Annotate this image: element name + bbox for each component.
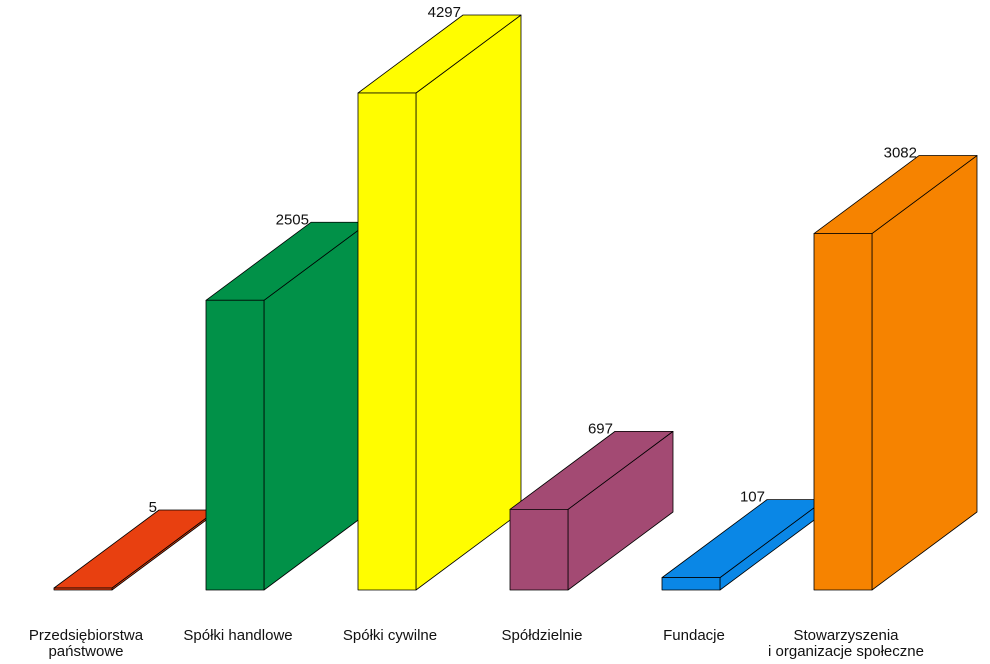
bar-front-face bbox=[357, 92, 417, 591]
bar-2 bbox=[205, 221, 370, 591]
category-label: Spółdzielnie bbox=[502, 627, 583, 644]
bar-4 bbox=[509, 430, 674, 591]
bar-front-face bbox=[661, 577, 721, 591]
category-label: Stowarzyszenia i organizacje społeczne bbox=[768, 627, 924, 660]
value-label: 697 bbox=[588, 420, 613, 437]
value-label: 3082 bbox=[884, 145, 917, 162]
bar-top-face bbox=[53, 509, 218, 589]
bar-1 bbox=[53, 509, 218, 591]
value-label: 2505 bbox=[276, 211, 309, 228]
bar-front-face bbox=[813, 233, 873, 591]
bar-3 bbox=[357, 14, 522, 591]
bar-front-face bbox=[53, 587, 113, 591]
value-label: 4297 bbox=[428, 4, 461, 21]
value-label: 107 bbox=[740, 489, 765, 506]
category-label: Spółki handlowe bbox=[183, 627, 292, 644]
category-label: Fundacje bbox=[663, 627, 725, 644]
bar-6 bbox=[813, 155, 978, 591]
category-label: Spółki cywilne bbox=[343, 627, 437, 644]
bar-front-face bbox=[509, 508, 569, 591]
bar-front-face bbox=[205, 299, 265, 591]
bar-side-face bbox=[415, 14, 522, 591]
value-label: 5 bbox=[149, 499, 157, 516]
bar-5 bbox=[661, 499, 826, 591]
category-label: Przedsiębiorstwa państwowe bbox=[29, 627, 144, 660]
